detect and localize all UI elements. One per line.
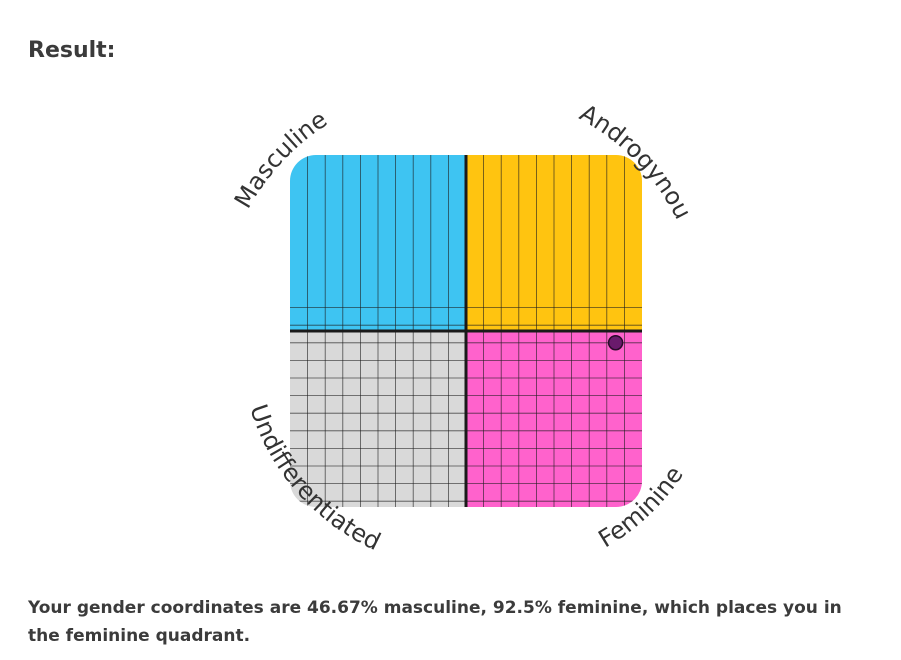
result-heading: Result: (28, 38, 116, 63)
points-layer (607, 334, 624, 351)
result-point (607, 334, 624, 351)
result-description: Your gender coordinates are 46.67% mascu… (28, 598, 842, 646)
quadrant-grid (290, 155, 642, 507)
